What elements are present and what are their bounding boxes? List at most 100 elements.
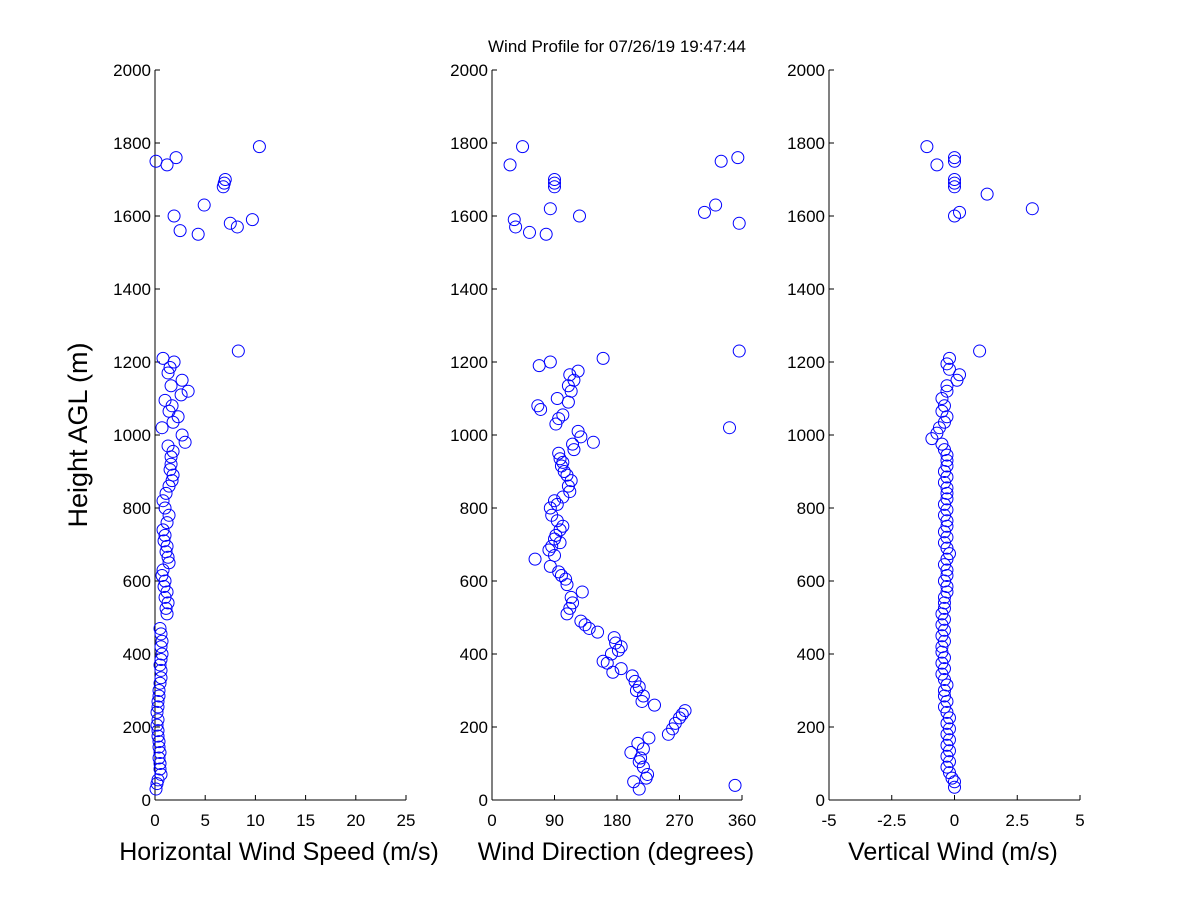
x-tick-label: 0 — [150, 811, 159, 830]
data-point — [723, 421, 736, 435]
data-point — [154, 671, 168, 685]
data-point — [155, 647, 169, 661]
y-tick-label: 0 — [142, 791, 151, 810]
data-point — [940, 454, 954, 468]
y-tick-label: 1800 — [450, 134, 488, 153]
data-point — [218, 173, 232, 186]
data-point — [245, 213, 259, 227]
data-point — [531, 399, 545, 413]
data-point — [160, 607, 174, 621]
data-point — [948, 780, 961, 794]
y-tick-label: 600 — [797, 572, 825, 591]
data-point — [642, 731, 656, 745]
data-point — [151, 724, 165, 738]
data-point — [503, 158, 517, 172]
y-tick-label: 200 — [797, 718, 825, 737]
data-point — [567, 443, 581, 457]
data-point — [156, 523, 170, 537]
data-point — [566, 437, 580, 451]
data-point — [153, 676, 167, 690]
data-point — [155, 569, 169, 583]
data-point — [154, 663, 168, 677]
data-point — [631, 736, 645, 750]
data-point — [935, 437, 949, 451]
data-point — [507, 213, 521, 227]
data-point — [937, 399, 951, 413]
data-point — [174, 388, 188, 402]
y-tick-label: 1800 — [113, 134, 151, 153]
x-tick-label: 270 — [665, 811, 693, 830]
x-tick-label: 25 — [397, 811, 416, 830]
data-point — [539, 227, 553, 241]
data-point — [563, 485, 577, 499]
data-point — [159, 545, 173, 559]
data-point — [153, 762, 167, 776]
data-point — [161, 550, 175, 564]
data-point — [548, 180, 561, 194]
y-tick-label: 2000 — [787, 61, 825, 80]
data-point — [571, 364, 585, 378]
data-point — [596, 654, 610, 668]
data-point — [953, 368, 967, 382]
data-point — [678, 704, 692, 718]
data-point — [942, 351, 956, 365]
data-point — [940, 492, 954, 506]
data-point — [534, 402, 548, 416]
data-point — [162, 508, 176, 522]
x-tick-label: 2.5 — [1005, 811, 1029, 830]
data-point — [573, 209, 586, 223]
data-point — [181, 384, 195, 398]
data-point — [523, 225, 536, 239]
data-point — [154, 627, 168, 641]
data-point — [150, 718, 164, 732]
data-point — [561, 395, 575, 409]
data-point — [155, 634, 169, 648]
y-tick-label: 800 — [123, 499, 151, 518]
x-tick-label: 5 — [200, 811, 209, 830]
data-point — [625, 669, 639, 683]
panel-wind-direction: Wind Direction (degrees) 0 200 400 600 800 10… — [450, 61, 756, 866]
x-axis-title: Horizontal Wind Speed (m/s) — [119, 838, 439, 866]
data-point — [973, 344, 987, 358]
data-point — [566, 596, 580, 610]
y-tick-label: 400 — [123, 645, 151, 664]
y-tick-label: 2000 — [450, 61, 488, 80]
data-point — [167, 209, 181, 223]
data-point — [231, 344, 245, 358]
y-tick-label: 1600 — [113, 207, 151, 226]
data-point — [165, 474, 179, 488]
data-point — [150, 705, 164, 719]
x-tick-label: 10 — [246, 811, 265, 830]
data-point — [554, 569, 568, 583]
data-point — [709, 198, 723, 212]
x-tick-label: 90 — [545, 811, 564, 830]
data-point — [553, 523, 567, 537]
y-tick-label: 1000 — [113, 426, 151, 445]
x-tick-label: 180 — [603, 811, 631, 830]
data-point — [532, 359, 546, 373]
y-tick-label: 200 — [123, 718, 151, 737]
data-point — [940, 384, 954, 398]
data-point — [158, 590, 172, 604]
y-tick-label: 200 — [460, 718, 488, 737]
data-point — [152, 735, 166, 749]
data-point — [545, 508, 559, 522]
data-point — [948, 180, 961, 194]
data-point — [543, 202, 557, 216]
y-tick-label: 1200 — [450, 353, 488, 372]
data-point — [154, 640, 168, 654]
data-point — [732, 216, 746, 230]
y-tick-label: 1000 — [787, 426, 825, 445]
data-point — [731, 151, 745, 165]
data-point — [980, 187, 994, 201]
data-point — [648, 698, 661, 712]
data-point — [230, 220, 244, 234]
y-tick-label: 400 — [460, 645, 488, 664]
data-point — [627, 775, 641, 789]
x-tick-label: 360 — [728, 811, 756, 830]
y-tick-label: 800 — [797, 499, 825, 518]
data-point — [178, 435, 192, 449]
data-point — [175, 428, 189, 442]
data-point — [552, 412, 566, 426]
data-point — [153, 757, 167, 770]
